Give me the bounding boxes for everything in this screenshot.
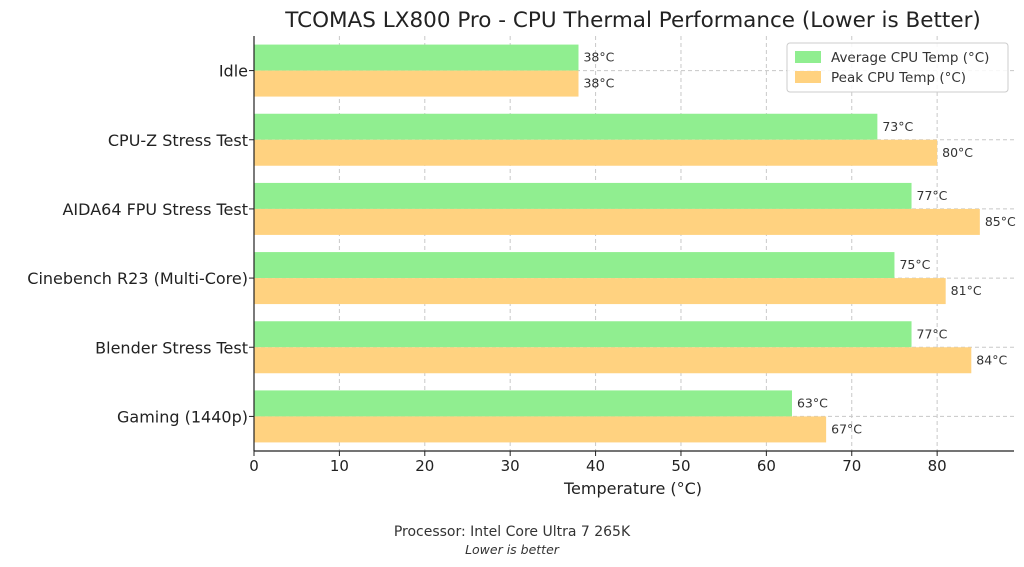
avg-temp-bar-5	[254, 321, 912, 348]
peak-temp-label-3: 85°C	[985, 214, 1016, 229]
peak-temp-label-2: 80°C	[942, 145, 973, 160]
legend-swatch-1	[795, 51, 821, 63]
x-tick-label: 10	[330, 457, 349, 475]
peak-temp-label-4: 81°C	[951, 283, 982, 298]
avg-temp-bar-2	[254, 113, 878, 140]
peak-temp-bar-1	[254, 70, 579, 97]
x-tick-label: 70	[842, 457, 861, 475]
avg-temp-label-6: 63°C	[797, 395, 828, 410]
processor-caption: Processor: Intel Core Ultra 7 265K	[393, 524, 631, 540]
x-tick-label: 80	[928, 457, 947, 475]
category-label: AIDA64 FPU Stress Test	[62, 200, 248, 219]
legend-box	[786, 42, 1009, 93]
x-tick-label: 20	[415, 457, 434, 475]
avg-temp-bar-3	[254, 182, 912, 209]
peak-temp-label-5: 84°C	[976, 352, 1007, 367]
category-label: Cinebench R23 (Multi-Core)	[27, 269, 248, 288]
avg-temp-label-4: 75°C	[899, 257, 930, 272]
peak-temp-label-6: 67°C	[831, 421, 862, 436]
peak-temp-bar-6	[254, 416, 827, 443]
avg-temp-bar-1	[254, 44, 579, 71]
x-tick-label: 60	[757, 457, 776, 475]
category-label: CPU-Z Stress Test	[108, 131, 248, 150]
peak-temp-bar-5	[254, 347, 972, 374]
x-tick-label: 50	[671, 457, 690, 475]
avg-temp-label-1: 38°C	[583, 50, 614, 65]
peak-temp-bar-2	[254, 139, 938, 166]
x-tick-label: 40	[586, 457, 605, 475]
avg-temp-bar-6	[254, 390, 792, 417]
legend-label-2: Peak CPU Temp (°C)	[831, 70, 966, 86]
peak-temp-label-1: 38°C	[583, 76, 614, 91]
peak-temp-bar-3	[254, 208, 980, 235]
category-label: Idle	[219, 62, 248, 81]
avg-temp-label-5: 77°C	[917, 326, 948, 341]
peak-temp-bar-4	[254, 278, 946, 305]
avg-temp-bar-4	[254, 252, 895, 279]
lower-is-better-note: Lower is better	[465, 542, 559, 557]
legend-swatch-2	[795, 71, 821, 83]
legend-label-1: Average CPU Temp (°C)	[831, 50, 989, 66]
chart-title: TCOMAS LX800 Pro - CPU Thermal Performan…	[284, 8, 981, 33]
avg-temp-label-2: 73°C	[882, 119, 913, 134]
x-tick-label: 30	[501, 457, 520, 475]
x-tick-label: 0	[249, 457, 259, 475]
x-axis-label: Temperature (°C)	[563, 479, 702, 498]
avg-temp-label-3: 77°C	[917, 188, 948, 203]
category-label: Blender Stress Test	[95, 338, 248, 357]
category-label: Gaming (1440p)	[117, 407, 248, 426]
